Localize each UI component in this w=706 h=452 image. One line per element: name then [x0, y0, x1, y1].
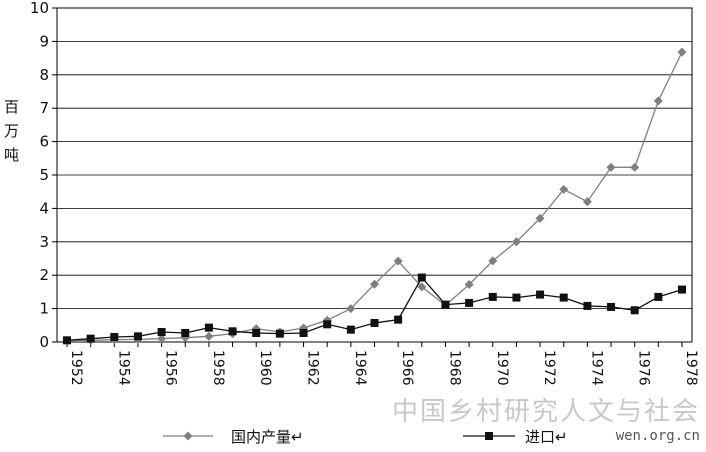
data-point-square: [157, 327, 166, 336]
data-point-square: [488, 292, 497, 301]
series-line-1: [67, 51, 683, 341]
y-tick-label: 7: [39, 99, 49, 117]
data-point-square: [299, 328, 308, 337]
y-tick-label: 9: [39, 32, 49, 50]
data-point-diamond: [417, 282, 427, 292]
data-point-diamond: [535, 213, 545, 223]
data-point-square: [441, 300, 450, 309]
x-tick-label: 1962: [305, 350, 321, 386]
data-point-square: [204, 323, 213, 332]
y-axis-label-char: 万: [4, 122, 20, 140]
y-tick-label: 6: [39, 133, 49, 151]
data-point-square: [583, 301, 592, 310]
legend-label-2: 进口↵: [525, 428, 568, 446]
x-tick-label: 1952: [68, 350, 84, 386]
data-point-square: [417, 273, 426, 282]
y-axis-label-char: 吨: [4, 146, 20, 164]
axes: 0 1 2 3 4 5 6 7 8 9 10 1952 1954 1956 1958 1960 1962 1964…: [30, 0, 699, 386]
x-tick-label: 1966: [399, 350, 415, 386]
data-point-square: [86, 334, 95, 343]
data-point-diamond: [677, 47, 687, 57]
data-point-square: [252, 328, 261, 337]
y-tick-label: 0: [39, 333, 49, 351]
data-point-square: [133, 332, 142, 341]
data-point-square: [346, 325, 355, 334]
data-point-square: [536, 290, 545, 299]
data-point-diamond: [606, 162, 616, 172]
legend-marker-square: [485, 432, 493, 440]
series: [62, 47, 687, 345]
y-tick-label: 3: [39, 233, 49, 251]
watermark-url: wen.org.cn: [615, 428, 700, 444]
x-tick-label: 1968: [446, 350, 462, 386]
data-point-square: [559, 293, 568, 302]
data-point-square: [678, 285, 686, 294]
legend-label-1: 国内产量↵: [231, 428, 304, 446]
x-tick-label: 1964: [352, 350, 368, 386]
data-point-diamond: [511, 237, 521, 247]
data-point-square: [63, 336, 71, 345]
data-point-square: [181, 328, 190, 337]
x-tick-label: 1978: [683, 350, 699, 386]
data-point-square: [654, 292, 663, 301]
x-tick-label: 1976: [636, 350, 652, 386]
x-tick-label: 1970: [494, 350, 510, 386]
y-tick-label: 10: [30, 0, 49, 17]
watermark-text: 中国乡村研究人文与社会: [391, 397, 700, 427]
legend: 国内产量↵ 进口↵: [163, 428, 568, 446]
y-tick-label: 1: [39, 300, 49, 318]
y-tick-label: 5: [39, 166, 49, 184]
x-tick-label: 1972: [541, 350, 557, 386]
data-point-diamond: [582, 197, 592, 207]
x-tick-label: 1958: [210, 350, 226, 386]
y-tick-label: 8: [39, 66, 49, 84]
x-tick-label: 1956: [163, 350, 179, 386]
data-point-diamond: [204, 331, 214, 341]
data-point-square: [630, 306, 639, 315]
data-point-square: [275, 329, 284, 338]
x-tick-label: 1974: [588, 350, 604, 386]
data-point-diamond: [370, 279, 379, 289]
data-point-square: [323, 320, 332, 329]
y-axis-label-char: 百: [4, 98, 20, 116]
data-point-diamond: [464, 280, 474, 290]
data-point-diamond: [346, 304, 356, 314]
y-tick-label: 4: [39, 199, 49, 217]
data-point-diamond: [488, 256, 498, 266]
data-point-square: [607, 302, 616, 311]
data-point-square: [110, 332, 119, 341]
data-point-diamond: [393, 256, 403, 266]
x-tick-label: 1960: [257, 350, 273, 386]
watermark: 中国乡村研究人文与社会 wen.org.cn: [392, 391, 700, 444]
x-tick-label: 1954: [115, 350, 131, 386]
gridlines: [57, 41, 692, 310]
data-point-diamond: [653, 96, 663, 106]
data-point-square: [394, 315, 403, 324]
data-point-square: [512, 293, 521, 302]
data-point-square: [370, 318, 379, 327]
data-point-diamond: [559, 184, 569, 194]
data-point-diamond: [630, 162, 640, 172]
data-point-square: [465, 298, 474, 307]
data-point-diamond: [157, 334, 167, 344]
legend-marker-diamond: [183, 431, 193, 441]
data-point-square: [228, 327, 237, 336]
y-tick-label: 2: [39, 266, 49, 284]
